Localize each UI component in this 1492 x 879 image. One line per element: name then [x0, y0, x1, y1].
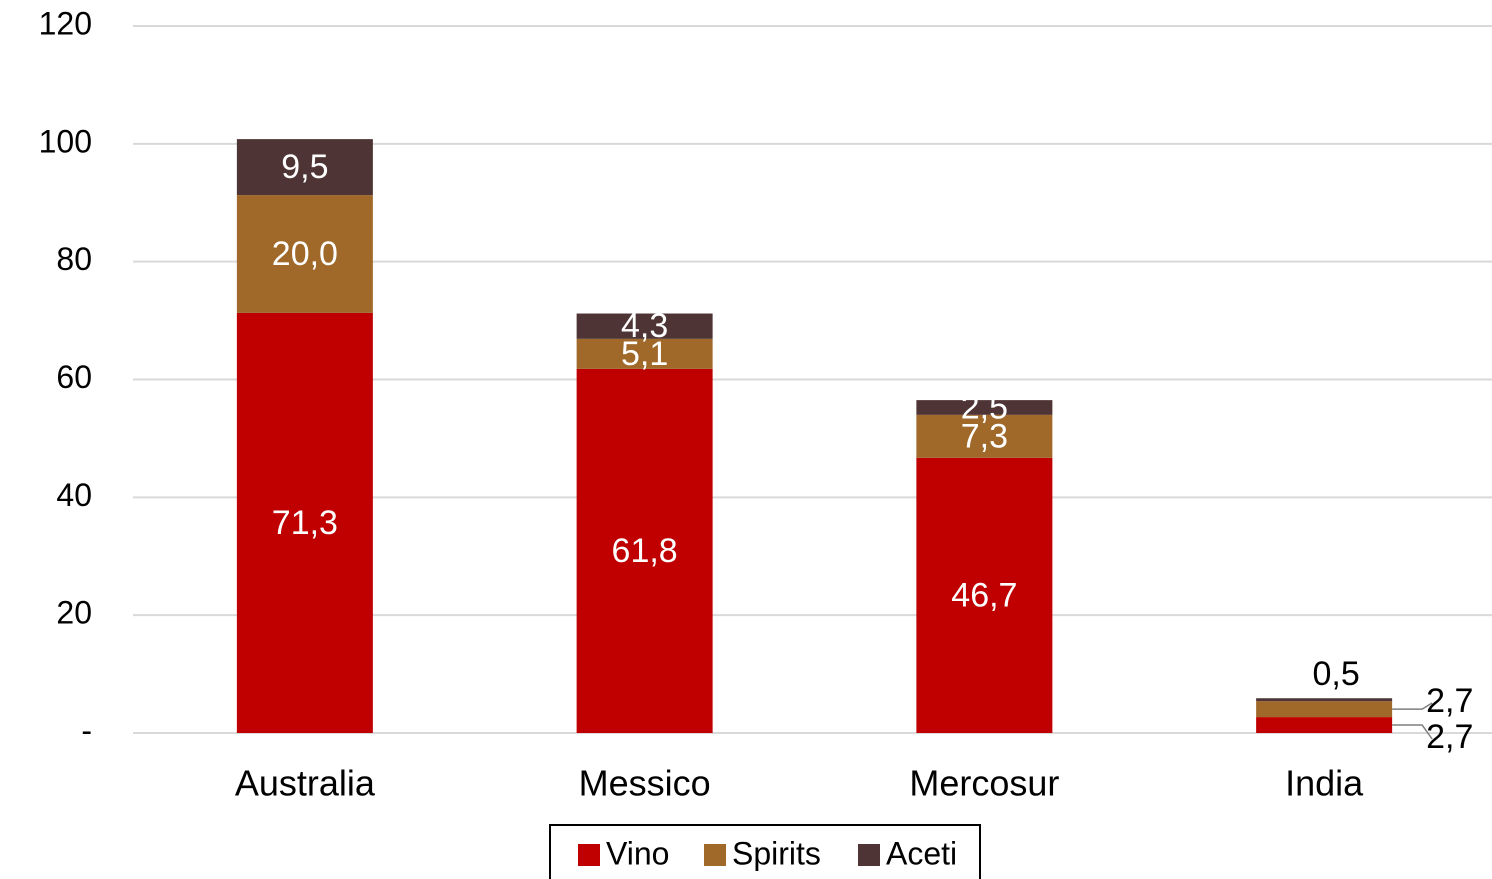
data-label: 4,3 — [621, 307, 668, 345]
data-label: 71,3 — [272, 504, 338, 542]
bar-segment — [576, 338, 713, 369]
x-tick-label: Australia — [235, 763, 376, 804]
data-label: 2,5 — [961, 388, 1008, 426]
bar-segment — [236, 312, 373, 733]
data-label: 0,5 — [1312, 655, 1359, 693]
data-label: 46,7 — [951, 576, 1017, 614]
data-label: 7,3 — [961, 417, 1008, 455]
bar-segment — [916, 400, 1053, 415]
data-label: 61,8 — [612, 532, 678, 570]
y-tick-label: 20 — [56, 595, 92, 631]
legend-swatch — [704, 844, 726, 866]
y-tick-label: - — [81, 712, 92, 748]
leader-line — [1392, 724, 1433, 740]
legend-swatch — [858, 844, 880, 866]
bar-segment — [1256, 701, 1393, 718]
legend-box — [549, 824, 981, 879]
bar-segment — [916, 414, 1053, 458]
legend-label: Spirits — [732, 835, 821, 871]
legend-label: Vino — [606, 835, 669, 871]
y-tick-label: 60 — [56, 359, 92, 395]
bar-segment — [236, 139, 373, 196]
bar-segment — [236, 195, 373, 313]
bar-segment — [576, 368, 713, 733]
data-label: 20,0 — [272, 235, 338, 273]
bar-segment — [576, 313, 713, 339]
data-label: 5,1 — [621, 335, 668, 373]
y-tick-label: 120 — [39, 5, 92, 41]
legend-label: Aceti — [886, 835, 957, 871]
data-label: 2,7 — [1426, 718, 1473, 756]
data-label: 2,7 — [1426, 682, 1473, 720]
bar-segment — [1256, 698, 1393, 702]
data-label: 9,5 — [281, 148, 328, 186]
x-tick-label: India — [1285, 763, 1364, 804]
y-tick-label: 100 — [39, 123, 92, 159]
x-tick-label: Mercosur — [909, 763, 1059, 804]
y-tick-label: 40 — [56, 477, 92, 513]
bar-segment — [916, 457, 1053, 733]
y-tick-label: 80 — [56, 241, 92, 277]
leader-line — [1392, 702, 1433, 710]
bar-segment — [1256, 717, 1393, 733]
x-tick-label: Messico — [579, 763, 711, 804]
legend-swatch — [578, 844, 600, 866]
